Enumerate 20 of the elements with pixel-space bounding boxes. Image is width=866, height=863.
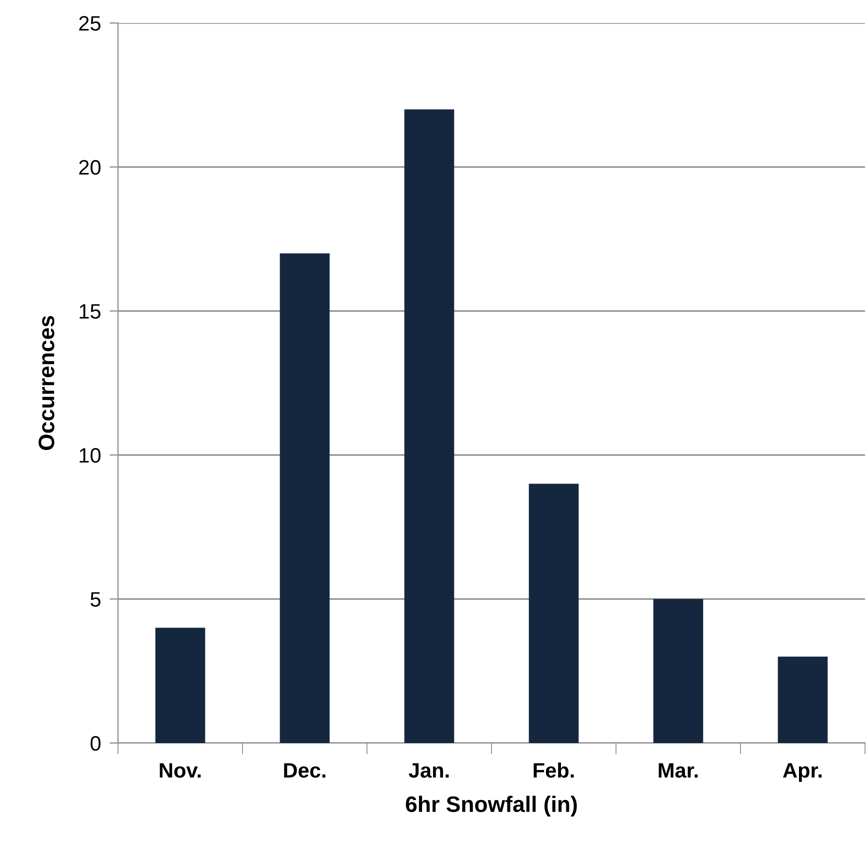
bar <box>280 253 330 743</box>
bar <box>653 599 704 743</box>
x-tick-label: Mar. <box>658 763 698 778</box>
y-axis-title: Occurrences <box>38 316 54 450</box>
x-tick-label: Nov. <box>160 763 201 778</box>
x-axis-title: 6hr Snowfall (in) <box>406 796 577 816</box>
bar <box>155 628 206 743</box>
y-tick-label: 0 <box>90 736 101 751</box>
y-tick-label: 25 <box>79 16 100 31</box>
y-tick-label: 10 <box>80 448 101 463</box>
y-tick-label: 20 <box>79 160 101 175</box>
x-tick-label: Jan. <box>408 763 449 778</box>
bar <box>778 656 828 743</box>
bar <box>404 109 454 743</box>
y-tick-label: 15 <box>80 304 100 319</box>
y-tick-label: 5 <box>90 592 100 607</box>
bar <box>528 484 579 743</box>
x-tick-label: Dec. <box>284 763 326 778</box>
x-tick-label: Apr. <box>783 763 822 782</box>
x-tick-label: Feb. <box>534 762 574 778</box>
